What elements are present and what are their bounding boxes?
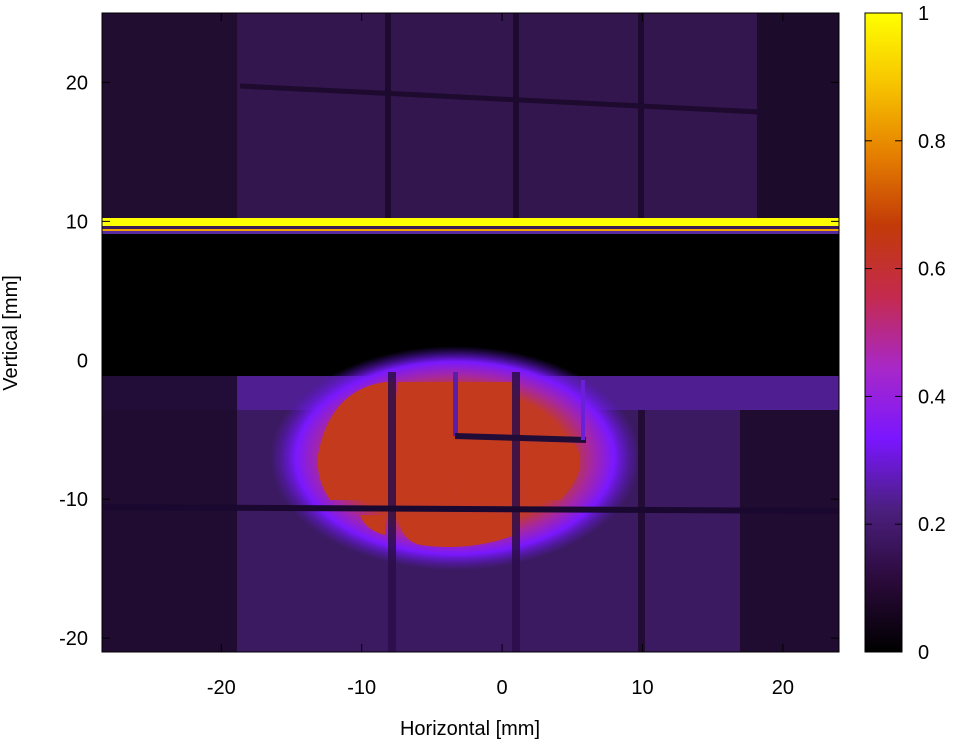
colorbar-tick-label: 0.6 xyxy=(918,259,946,281)
colorbar-tick-label: 0.8 xyxy=(918,131,946,153)
colorbar-frame xyxy=(864,12,903,653)
heatmap-image xyxy=(102,13,839,652)
y-tick-label: 0 xyxy=(77,350,88,372)
x-tick-label: -10 xyxy=(347,677,376,699)
y-tick-label: -20 xyxy=(59,628,88,650)
x-axis-label: Horizontal [mm] xyxy=(400,718,540,740)
saturated-band xyxy=(102,218,839,226)
x-tick-label: -20 xyxy=(207,677,236,699)
colorbar: 0 0.2 0.4 0.6 0.8 1 xyxy=(864,3,946,664)
y-tick-label: 10 xyxy=(66,211,88,233)
colorbar-tick-label: 0.4 xyxy=(918,386,946,408)
y-axis-label: Vertical [mm] xyxy=(0,275,22,391)
colorbar-tick-label: 1 xyxy=(918,3,929,25)
colorbar-tick-label: 0 xyxy=(918,642,929,664)
colorbar-gradient xyxy=(865,13,902,652)
x-tick-label: 20 xyxy=(772,677,794,699)
x-tick-label: 10 xyxy=(631,677,653,699)
colorbar-tick-label: 0.2 xyxy=(918,514,946,536)
plot-frame xyxy=(101,12,840,653)
y-tick-label: -10 xyxy=(59,489,88,511)
x-tick-label: 0 xyxy=(497,677,508,699)
plot-axes: -20 -10 0 10 20 -20 -10 0 10 20 xyxy=(59,12,840,699)
y-tick-label: 20 xyxy=(66,72,88,94)
